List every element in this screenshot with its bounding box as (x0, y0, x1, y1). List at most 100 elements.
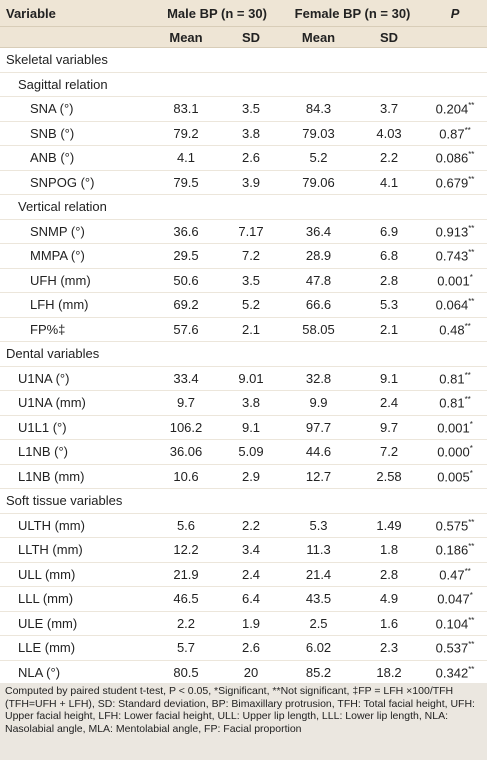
value-cell: 3.9 (220, 170, 283, 195)
value-cell: 83.1 (152, 96, 220, 122)
value-cell: 2.8 (355, 268, 424, 293)
value-cell: 2.8 (355, 562, 424, 587)
value-cell: 36.6 (152, 219, 220, 244)
variable-cell: L1NB (°) (0, 439, 152, 465)
p-cell: 0.001* (423, 268, 487, 293)
p-value: 0.87 (439, 125, 465, 141)
value-cell: 2.2 (220, 513, 283, 538)
value-cell: 9.7 (152, 390, 220, 416)
value-cell: 44.6 (282, 439, 356, 465)
value-cell: 18.2 (355, 660, 424, 685)
p-value: 0.48 (439, 321, 465, 337)
value-cell: 9.01 (220, 366, 283, 391)
value-cell: 12.7 (282, 464, 356, 489)
data-row: U1NA (mm) 9.7 3.8 9.9 2.4 0.81** (0, 390, 487, 416)
section-title: Dental variables (0, 341, 487, 367)
value-cell: 5.2 (282, 145, 356, 171)
variable-cell: LLTH (mm) (0, 537, 152, 563)
data-row: ULL (mm) 21.9 2.4 21.4 2.8 0.47** (0, 562, 487, 587)
value-cell: 9.1 (220, 415, 283, 440)
p-cell: 0.679** (423, 170, 487, 195)
variable-cell: LLL (mm) (0, 586, 152, 612)
value-cell: 33.4 (152, 366, 220, 391)
p-cell: 0.87** (423, 121, 487, 146)
value-cell: 4.03 (355, 121, 424, 146)
value-cell: 5.09 (220, 439, 283, 465)
p-value: 0.104 (435, 615, 469, 631)
p-cell: 0.575** (423, 513, 487, 538)
value-cell: 1.9 (220, 611, 283, 636)
value-cell: 80.5 (152, 660, 220, 685)
value-cell: 69.2 (152, 292, 220, 318)
p-note: ** (468, 150, 475, 160)
footnote: Computed by paired student t-test, P < 0… (0, 683, 487, 760)
data-row: ULE (mm) 2.2 1.9 2.5 1.6 0.104** (0, 611, 487, 636)
p-value: 0.086 (435, 150, 469, 166)
value-cell: 9.7 (355, 415, 424, 440)
p-note: ** (468, 248, 475, 258)
value-cell: 7.2 (220, 243, 283, 269)
variable-cell: FP%‡ (0, 317, 152, 342)
p-note: ** (468, 542, 475, 552)
value-cell: 106.2 (152, 415, 220, 440)
p-note: ** (468, 664, 475, 674)
value-cell: 2.6 (220, 145, 283, 171)
data-row: SNPOG (°) 79.5 3.9 79.06 4.1 0.679** (0, 170, 487, 195)
value-cell: 10.6 (152, 464, 220, 489)
header-cell: Mean (282, 26, 356, 48)
p-value: 0.047 (437, 591, 470, 607)
section-row: Dental variables (0, 341, 487, 367)
value-cell: 11.3 (282, 537, 356, 563)
p-note: * (469, 419, 473, 429)
p-value: 0.47 (439, 566, 465, 582)
value-cell: 57.6 (152, 317, 220, 342)
variable-cell: MMPA (°) (0, 243, 152, 269)
p-cell: 0.000* (423, 439, 487, 465)
value-cell: 2.4 (355, 390, 424, 416)
p-value: 0.005 (437, 468, 470, 484)
value-cell: 2.2 (152, 611, 220, 636)
p-cell: 0.064** (423, 292, 487, 318)
p-note: ** (468, 297, 475, 307)
data-row: ANB (°) 4.1 2.6 5.2 2.2 0.086** (0, 145, 487, 171)
value-cell: 2.4 (220, 562, 283, 587)
value-cell: 12.2 (152, 537, 220, 563)
value-cell: 5.7 (152, 635, 220, 661)
value-cell: 3.5 (220, 96, 283, 122)
p-cell: 0.104** (423, 611, 487, 636)
p-value: 0.575 (435, 517, 469, 533)
p-cell: 0.48** (423, 317, 487, 342)
value-cell: 46.5 (152, 586, 220, 612)
value-cell: 1.6 (355, 611, 424, 636)
value-cell: 58.05 (282, 317, 356, 342)
p-value: 0.537 (435, 640, 469, 656)
value-cell: 79.2 (152, 121, 220, 146)
variable-cell: SNMP (°) (0, 219, 152, 244)
value-cell: 7.17 (220, 219, 283, 244)
value-cell: 1.49 (355, 513, 424, 538)
variable-cell: U1L1 (°) (0, 415, 152, 440)
p-note: * (469, 591, 473, 601)
variable-cell: ULE (mm) (0, 611, 152, 636)
data-row: ULTH (mm) 5.6 2.2 5.3 1.49 0.575** (0, 513, 487, 538)
p-value: 0.913 (435, 223, 469, 239)
header-cell: Female BP (n = 30) (282, 0, 424, 27)
value-cell: 43.5 (282, 586, 356, 612)
value-cell: 5.3 (355, 292, 424, 318)
p-note: ** (468, 615, 475, 625)
section-row: Soft tissue variables (0, 488, 487, 514)
value-cell: 7.2 (355, 439, 424, 465)
value-cell: 5.2 (220, 292, 283, 318)
value-cell: 85.2 (282, 660, 356, 685)
section-row: Sagittal relation (0, 72, 487, 97)
p-cell: 0.204** (423, 96, 487, 122)
p-note: * (469, 444, 473, 454)
variable-cell: NLA (°) (0, 660, 152, 685)
value-cell: 2.1 (355, 317, 424, 342)
p-note: ** (468, 223, 475, 233)
value-cell: 79.06 (282, 170, 356, 195)
p-note: ** (464, 370, 471, 380)
data-row: SNA (°) 83.1 3.5 84.3 3.7 0.204** (0, 96, 487, 122)
data-row: MMPA (°) 29.5 7.2 28.9 6.8 0.743** (0, 243, 487, 269)
variable-cell: LFH (mm) (0, 292, 152, 318)
